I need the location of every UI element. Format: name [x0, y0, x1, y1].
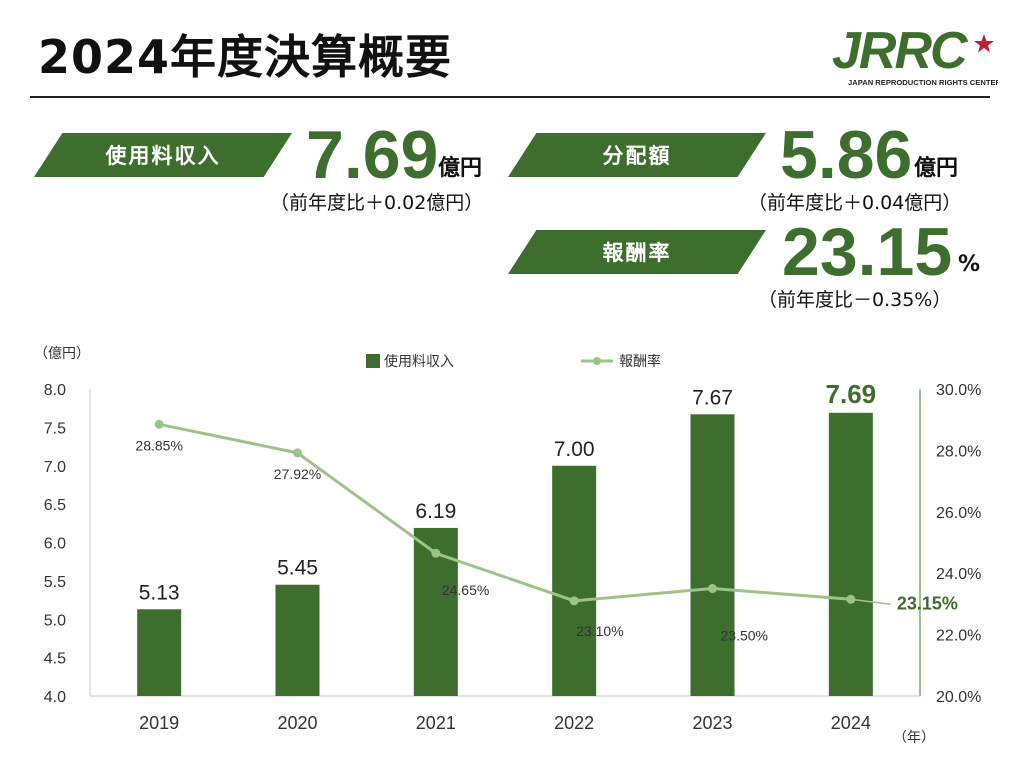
- line-series: 28.85% 27.92% 24.65% 23.10% 23.50% 23.15%: [135, 419, 958, 644]
- commission-rate-unit: %: [958, 252, 981, 277]
- x-tick-label: 2024: [831, 713, 871, 733]
- rate-data-label: 27.92%: [274, 466, 321, 482]
- title-divider: [30, 96, 990, 98]
- y-left-tick-label: 5.0: [44, 612, 66, 629]
- y-left-tick-label: 7.0: [44, 459, 66, 476]
- y-right-tick-label: 20.0%: [936, 689, 981, 706]
- y-left-unit: （億円）: [34, 345, 90, 361]
- bar-data-label: 7.67: [692, 386, 733, 409]
- rate-data-label: 28.85%: [135, 437, 182, 453]
- x-tick-label: 2021: [416, 713, 456, 733]
- x-tick-label: 2020: [277, 713, 317, 733]
- rate-data-label: 23.10%: [576, 623, 623, 639]
- commission-rate-label: 報酬率: [508, 230, 766, 274]
- legend-bar-swatch: [366, 354, 380, 368]
- rate-point: [846, 594, 856, 604]
- rate-data-label: 24.65%: [442, 582, 489, 598]
- y-right-tick-label: 26.0%: [936, 505, 981, 522]
- legend-line-label: 報酬率: [619, 353, 661, 369]
- y-right-tick-label: 28.0%: [936, 443, 981, 460]
- distribution-change: （前年度比＋0.04億円）: [748, 192, 962, 214]
- y-left-tick-label: 8.0: [44, 382, 66, 399]
- logo-subtext: JAPAN REPRODUCTION RIGHTS CENTER: [848, 78, 998, 87]
- rate-label-leader: [850, 598, 891, 606]
- y-right-tick-label: 30.0%: [936, 382, 981, 399]
- legend-line-marker: [593, 357, 601, 365]
- bar-data-label: 7.00: [554, 438, 595, 461]
- bar: [690, 414, 735, 696]
- jrrc-logo: JRRC JAPAN REPRODUCTION RIGHTS CENTER: [832, 22, 998, 87]
- x-unit: （年）: [893, 729, 935, 745]
- bar-data-label: 5.45: [277, 557, 318, 580]
- bar: [275, 584, 320, 696]
- distribution-label: 分配額: [508, 133, 766, 177]
- bar-data-label: 7.69: [826, 379, 877, 409]
- distribution-unit: 億円: [914, 156, 959, 181]
- usage-fee-change: （前年度比＋0.02億円）: [270, 192, 484, 214]
- rate-point: [154, 419, 164, 429]
- usage-fee-value: 7.69: [306, 117, 439, 193]
- y-left-tick-label: 6.0: [44, 536, 66, 553]
- y-left-tick-label: 4.0: [44, 689, 66, 706]
- bar-data-label: 5.13: [139, 581, 180, 604]
- usage-fee-label: 使用料収入: [34, 133, 292, 177]
- x-tick-label: 2022: [554, 713, 594, 733]
- star-icon: [974, 34, 994, 53]
- bar: [552, 465, 597, 696]
- rate-point: [431, 548, 441, 558]
- y-right-tick-label: 24.0%: [936, 566, 981, 583]
- logo-text: JRRC: [832, 22, 969, 80]
- bar-data-label: 6.19: [415, 500, 456, 523]
- rate-point: [708, 584, 717, 594]
- distribution-value: 5.86: [780, 117, 913, 193]
- rate-point: [569, 596, 579, 606]
- y-right-tick-label: 22.0%: [936, 628, 981, 645]
- commission-rate-change: （前年度比－0.35%）: [758, 289, 952, 311]
- usage-fee-unit: 億円: [438, 156, 483, 181]
- rate-point: [293, 448, 302, 458]
- bar: [828, 412, 873, 696]
- rate-line: [158, 422, 851, 603]
- y-left-tick-label: 4.5: [44, 651, 66, 668]
- x-tick-label: 2019: [139, 713, 179, 733]
- bar: [137, 609, 182, 696]
- x-tick-label: 2023: [692, 713, 732, 733]
- rate-data-label: 23.15%: [897, 593, 958, 613]
- y-left-tick-label: 6.5: [44, 497, 66, 514]
- legend: 使用料収入 報酬率: [366, 353, 661, 369]
- page-title: 2024年度決算概要: [38, 30, 453, 84]
- legend-bar-label: 使用料収入: [384, 353, 454, 369]
- bar-series: 5.13 5.45 6.19 7.00 7.67 7.69: [137, 379, 876, 696]
- chart-axes: 4.0 4.5 5.0 5.5 6.0 6.5 7.0 7.5 8.0 20.0% 22.0% 24.…: [44, 382, 982, 733]
- rate-data-label: 23.50%: [721, 628, 768, 644]
- y-left-tick-label: 5.5: [44, 574, 66, 591]
- commission-rate-value: 23.15: [782, 214, 953, 290]
- y-left-tick-label: 7.5: [44, 420, 66, 437]
